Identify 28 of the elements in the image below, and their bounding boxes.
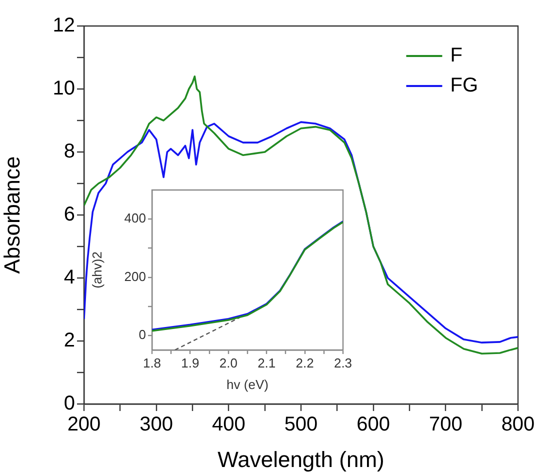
y-tick-label: 400: [124, 210, 146, 226]
y-tick-label: 200: [124, 268, 146, 284]
y-tick-label: 8: [64, 140, 75, 163]
y-tick-label: 10: [52, 78, 75, 100]
x-tick-label: 700: [428, 414, 462, 436]
y-tick-label: 6: [64, 204, 75, 226]
x-tick-label: 1.9: [181, 355, 200, 370]
x-axis-title: hv (eV): [226, 376, 268, 392]
x-tick-label: 300: [140, 414, 174, 436]
y-tick-label: 12: [52, 14, 75, 37]
y-tick-label: 0: [64, 392, 75, 415]
y-tick-label: 2: [64, 330, 75, 352]
y-axis-title: Absorbance: [0, 156, 24, 274]
y-tick-label: 4: [64, 266, 75, 289]
y-axis-title: (ahv)2: [89, 252, 104, 288]
y-tick-label: 0: [138, 327, 146, 342]
legend-label: FG: [450, 74, 478, 97]
x-tick-label: 500: [284, 414, 318, 436]
x-tick-label: 2.1: [258, 355, 276, 370]
legend-label: F: [450, 44, 462, 67]
x-tick-label: 1.8: [142, 355, 162, 370]
x-tick-label: 2.3: [334, 355, 352, 370]
x-tick-label: 600: [356, 414, 390, 436]
x-tick-label: 2.0: [219, 355, 238, 370]
x-tick-label: 2.2: [296, 355, 314, 370]
x-axis-title: Wavelength (nm): [218, 446, 384, 472]
x-tick-label: 800: [501, 414, 535, 436]
x-tick-label: 400: [212, 414, 246, 436]
